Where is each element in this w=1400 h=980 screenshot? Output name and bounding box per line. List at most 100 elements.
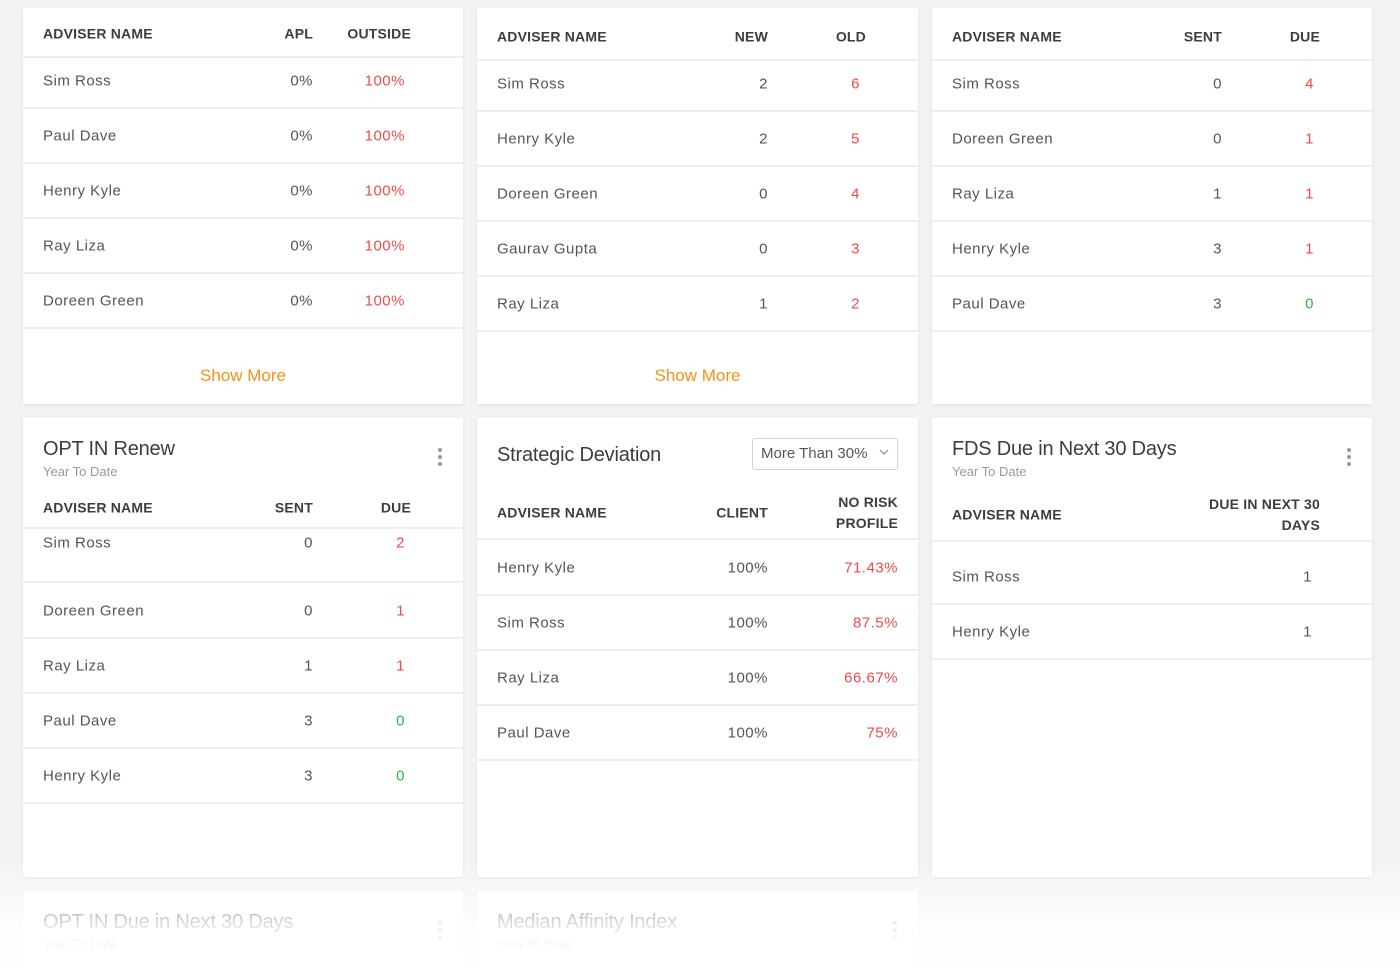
column-header-old[interactable]: OLD xyxy=(835,28,866,45)
chevron-down-icon xyxy=(879,449,889,455)
column-header-due-in-next-30-days[interactable]: DUE IN NEXT 30 DAYS xyxy=(1209,496,1320,533)
old-value: 4 xyxy=(851,185,860,202)
table-row[interactable]: Doreen Green 0 1 xyxy=(23,584,463,639)
sent-value: 3 xyxy=(304,712,313,729)
sent-value: 0 xyxy=(1213,75,1222,92)
table-row[interactable]: Sim Ross 2 6 xyxy=(477,57,918,112)
median-affinity-index-card: Median Affinity Index Year To Date xyxy=(477,891,918,980)
column-header-adviser-name[interactable]: ADVISER NAME xyxy=(952,28,1062,45)
adviser-name: Ray Liza xyxy=(43,657,106,674)
column-header-adviser-name[interactable]: ADVISER NAME xyxy=(43,25,153,42)
adviser-name: Sim Ross xyxy=(952,75,1021,92)
more-options-icon[interactable] xyxy=(437,921,443,942)
due-value: 1 xyxy=(1303,568,1312,585)
card-header: OPT IN Due in Next 30 Days Year To Date xyxy=(43,911,443,961)
table-header: ADVISER NAME SENT DUE xyxy=(932,15,1372,61)
adviser-name: Sim Ross xyxy=(497,614,566,631)
apl-outside-card: ADVISER NAME APL OUTSIDE Sim Ross 0% 100… xyxy=(23,8,463,404)
table-row[interactable]: Henry Kyle 3 0 xyxy=(23,749,463,804)
card-subtitle: Year To Date xyxy=(497,937,572,952)
column-header-client[interactable]: CLIENT xyxy=(716,504,768,521)
new-value: 1 xyxy=(759,295,768,312)
table-row[interactable]: Paul Dave 3 0 xyxy=(932,277,1372,332)
card-header: Median Affinity Index Year To Date xyxy=(497,911,898,961)
table-row[interactable]: Henry Kyle 2 5 xyxy=(477,112,918,167)
adviser-name: Henry Kyle xyxy=(952,240,1031,257)
client-value: 100% xyxy=(727,614,768,631)
adviser-name: Sim Ross xyxy=(43,72,112,89)
table-row[interactable]: Ray Liza 1 2 xyxy=(477,277,918,332)
table-row[interactable]: Ray Liza 100% 66.67% xyxy=(477,651,918,706)
table-row[interactable]: Doreen Green 0 4 xyxy=(477,167,918,222)
table-row[interactable]: Henry Kyle 1 xyxy=(932,605,1372,660)
more-options-icon[interactable] xyxy=(892,921,898,942)
table-row[interactable]: Henry Kyle 0% 100% xyxy=(23,164,463,219)
card-title: OPT IN Due in Next 30 Days xyxy=(43,911,294,933)
column-header-no-risk-profile[interactable]: NO RISK PROFILE xyxy=(835,494,898,531)
no-risk-profile-value: 87.5% xyxy=(852,614,898,631)
client-value: 100% xyxy=(727,724,768,741)
column-header-adviser-name[interactable]: ADVISER NAME xyxy=(43,499,153,516)
old-value: 2 xyxy=(851,295,860,312)
sent-value: 0 xyxy=(304,534,313,552)
outside-value: 100% xyxy=(364,237,405,254)
old-value: 6 xyxy=(851,75,860,92)
deviation-filter-dropdown[interactable]: More Than 30% xyxy=(752,438,898,470)
table-row[interactable]: Sim Ross 0 4 xyxy=(932,57,1372,112)
column-header-new[interactable]: NEW xyxy=(734,28,768,45)
card-header: OPT IN Renew Year To Date xyxy=(43,438,443,488)
column-header-sent[interactable]: SENT xyxy=(1183,28,1222,45)
column-header-adviser-name[interactable]: ADVISER NAME xyxy=(497,504,607,521)
table-row[interactable]: Sim Ross 1 xyxy=(932,550,1372,605)
show-more-link[interactable]: Show More xyxy=(654,366,741,385)
column-header-adviser-name[interactable]: ADVISER NAME xyxy=(952,506,1062,523)
sent-value: 3 xyxy=(1213,240,1222,257)
sent-value: 3 xyxy=(1213,295,1222,312)
table-row[interactable]: Doreen Green 0% 100% xyxy=(23,274,463,329)
old-value: 5 xyxy=(851,130,860,147)
column-header-apl[interactable]: APL xyxy=(284,25,313,42)
client-value: 100% xyxy=(727,669,768,686)
more-options-icon[interactable] xyxy=(437,448,443,469)
due-value: 1 xyxy=(1305,185,1314,202)
sent-value: 3 xyxy=(304,767,313,784)
column-header-due[interactable]: DUE xyxy=(380,499,411,516)
table-row[interactable]: Paul Dave 0% 100% xyxy=(23,109,463,164)
due-value: 4 xyxy=(1305,75,1314,92)
column-header-due[interactable]: DUE xyxy=(1289,28,1320,45)
column-header-outside[interactable]: OUTSIDE xyxy=(347,25,411,42)
card-title: Median Affinity Index xyxy=(497,911,677,933)
due-value: 0 xyxy=(1305,295,1314,312)
adviser-name: Doreen Green xyxy=(43,292,145,309)
table-row[interactable]: Gaurav Gupta 0 3 xyxy=(477,222,918,277)
column-header-adviser-name[interactable]: ADVISER NAME xyxy=(497,28,607,45)
show-more-link[interactable]: Show More xyxy=(200,366,286,385)
table-row[interactable]: Henry Kyle 3 1 xyxy=(932,222,1372,277)
table-row[interactable]: Sim Ross 0% 100% xyxy=(23,54,463,109)
table-row[interactable]: Sim Ross 100% 87.5% xyxy=(477,596,918,651)
table-row[interactable]: Ray Liza 1 1 xyxy=(23,639,463,694)
table-header: ADVISER NAME CLIENT NO RISK PROFILE xyxy=(477,488,918,540)
opt-in-renew-card: OPT IN Renew Year To Date ADVISER NAME S… xyxy=(23,418,463,877)
no-risk-profile-value: 75% xyxy=(866,724,898,741)
no-risk-profile-value: 66.67% xyxy=(844,669,898,686)
adviser-name: Henry Kyle xyxy=(43,767,122,784)
column-header-sent[interactable]: SENT xyxy=(274,499,313,516)
table-row[interactable]: Ray Liza 1 1 xyxy=(932,167,1372,222)
more-options-icon[interactable] xyxy=(1346,448,1352,469)
table-row[interactable]: Paul Dave 3 0 xyxy=(23,694,463,749)
table-row[interactable]: Henry Kyle 100% 71.43% xyxy=(477,541,918,596)
apl-value: 0% xyxy=(290,182,313,199)
due-value: 1 xyxy=(1303,623,1312,640)
table-row[interactable]: Doreen Green 0 1 xyxy=(932,112,1372,167)
table-row[interactable]: Paul Dave 100% 75% xyxy=(477,706,918,761)
adviser-name: Ray Liza xyxy=(952,185,1015,202)
table-header: ADVISER NAME DUE IN NEXT 30 DAYS xyxy=(932,490,1372,542)
outside-value: 100% xyxy=(364,127,405,144)
due-value: 0 xyxy=(396,767,405,784)
table-row[interactable]: Sim Ross 0 2 xyxy=(23,529,463,583)
card-title: OPT IN Renew xyxy=(43,438,175,460)
table-row[interactable]: Ray Liza 0% 100% xyxy=(23,219,463,274)
adviser-name: Ray Liza xyxy=(43,237,106,254)
card-title: FDS Due in Next 30 Days xyxy=(952,438,1177,460)
